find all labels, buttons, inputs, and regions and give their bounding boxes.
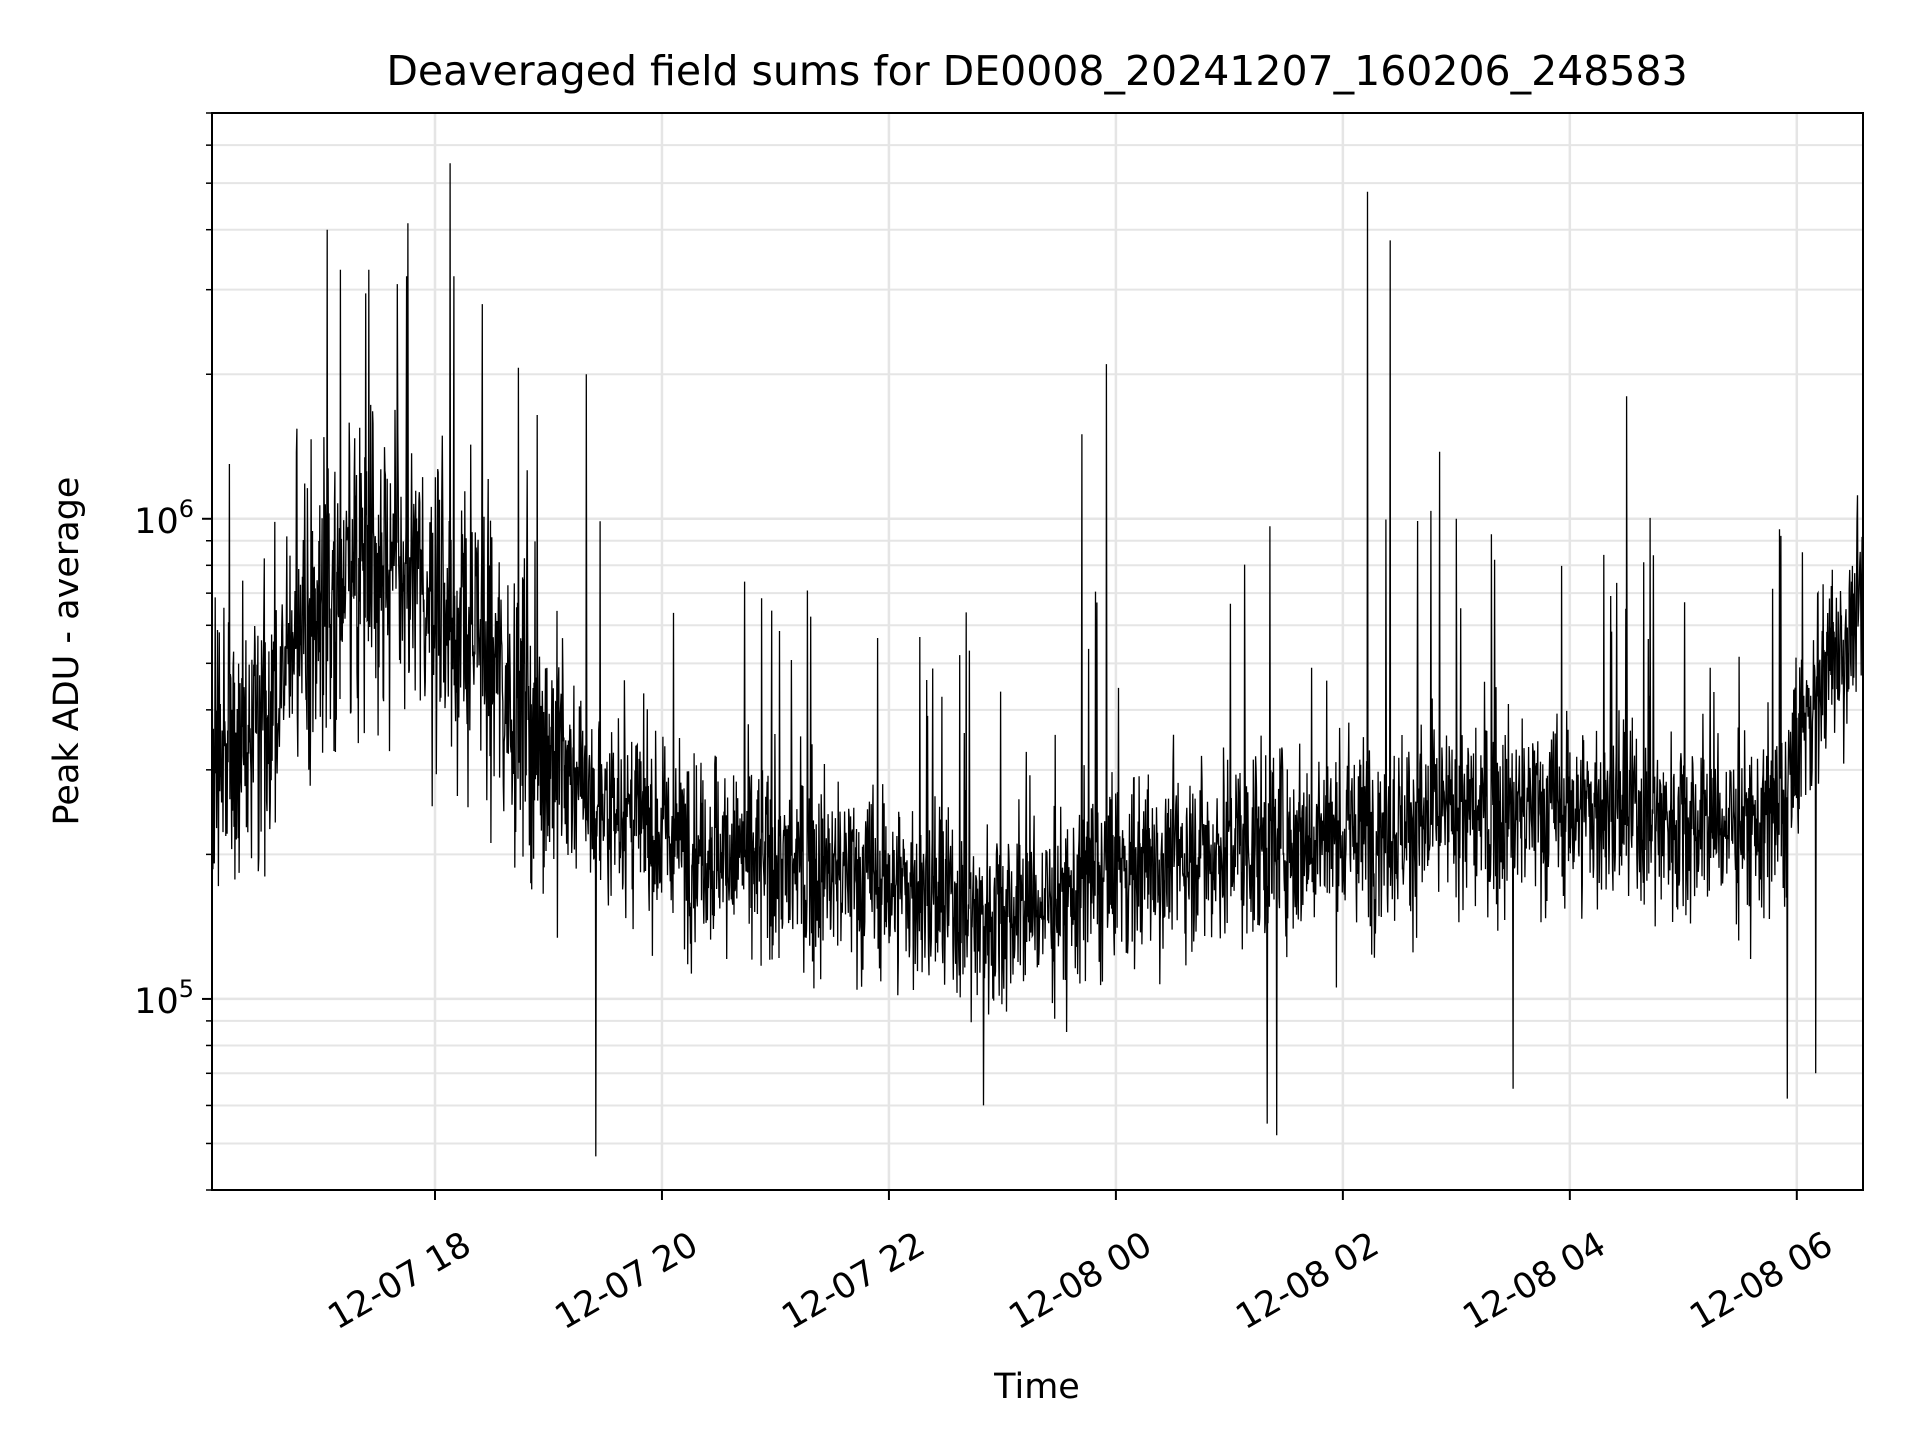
data-series (211, 163, 1864, 1157)
y-tick-label: 106 (134, 495, 194, 542)
y-axis-label: Peak ADU - average (47, 477, 87, 826)
chart-title: Deaveraged field sums for DE0008_2024120… (386, 47, 1687, 95)
plot-frame (211, 112, 1864, 1191)
series-line (211, 163, 1864, 1157)
y-tick-label: 105 (134, 975, 194, 1022)
x-axis-label: Time (993, 1367, 1080, 1407)
